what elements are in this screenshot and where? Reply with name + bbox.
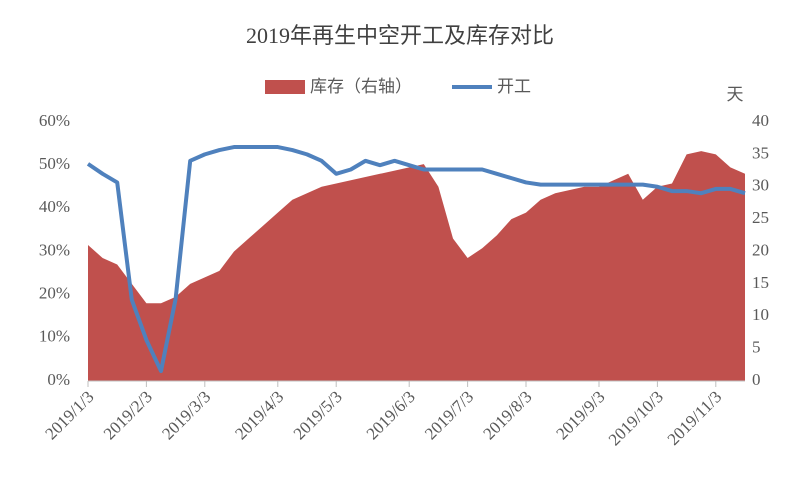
y2-tick-label: 5 (752, 338, 761, 357)
y2-tick-label: 25 (752, 208, 769, 227)
y2-tick-label: 35 (752, 143, 769, 162)
y-tick-label: 50% (39, 154, 70, 173)
legend-label: 开工 (497, 77, 531, 96)
legend-label: 库存（右轴） (310, 77, 412, 96)
line (86, 145, 746, 374)
x-tick-label: 2019/5/3 (290, 387, 346, 443)
area (88, 151, 745, 381)
x-tick-label: 2019/4/3 (231, 387, 287, 443)
y-tick-label: 20% (39, 284, 70, 303)
x-tick-label: 2019/9/3 (552, 387, 608, 443)
x-tick-label: 2019/1/3 (41, 387, 97, 443)
legend-swatch (265, 80, 305, 94)
x-tick-label: 2019/8/3 (479, 387, 535, 443)
x-tick-label: 2019/2/3 (100, 387, 156, 443)
y-tick-label: 10% (39, 327, 70, 346)
y2-tick-label: 20 (752, 240, 769, 259)
x-tick-label: 2019/11/3 (664, 387, 726, 449)
y-tick-label: 60% (39, 111, 70, 130)
y2-tick-label: 40 (752, 111, 769, 130)
y2-tick-label: 10 (752, 305, 769, 324)
y2-tick-label: 15 (752, 273, 769, 292)
x-tick-label: 2019/6/3 (363, 387, 419, 443)
y2-axis-label: 天 (727, 85, 744, 104)
y2-tick-label: 30 (752, 176, 769, 195)
y-tick-label: 30% (39, 240, 70, 259)
y-tick-label: 40% (39, 197, 70, 216)
x-tick-label: 2019/10/3 (605, 387, 667, 449)
x-tick-label: 2019/3/3 (158, 387, 214, 443)
x-tick-label: 2019/7/3 (421, 387, 477, 443)
y-tick-label: 0% (47, 370, 70, 389)
chart-title: 2019年再生中空开工及库存对比 (246, 23, 554, 48)
y2-tick-label: 0 (752, 370, 761, 389)
